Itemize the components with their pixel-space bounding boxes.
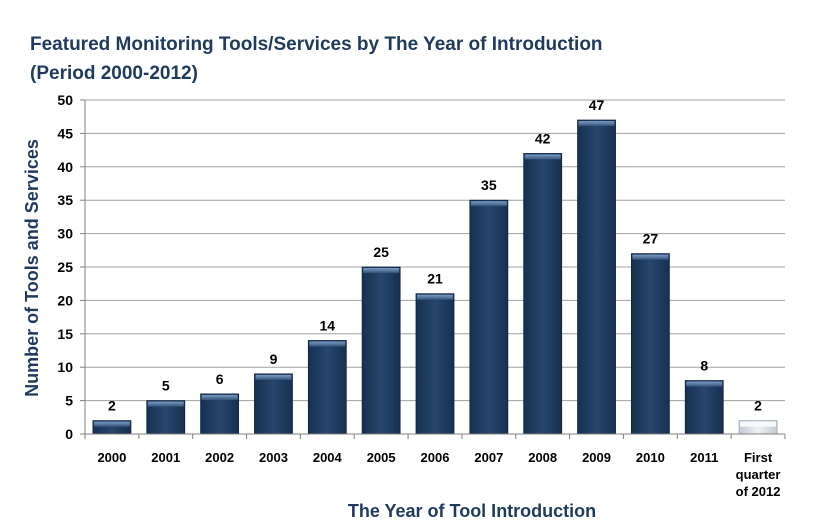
- bar: [200, 393, 240, 435]
- x-axis-ticks: 2000 2001 2002 2003 2004 2005 2006 2007 2008 2009…: [84, 434, 786, 499]
- x-tick-label: 2004: [313, 450, 343, 465]
- chart-title-line-1: Featured Monitoring Tools/Services by Th…: [30, 34, 603, 55]
- data-label: 47: [589, 97, 605, 113]
- bar-body: [577, 119, 616, 435]
- x-tick-label: First quarter of 2012: [736, 450, 781, 499]
- y-tick-label: 40: [57, 159, 73, 175]
- bar-bevel: [740, 421, 777, 427]
- bar-bevel: [93, 421, 130, 427]
- bar: [92, 420, 132, 435]
- bar-bevel: [470, 201, 507, 207]
- bar-bevel: [578, 121, 615, 127]
- bar-bevel: [417, 294, 453, 300]
- bar-bevel: [632, 254, 669, 260]
- bar-bevel: [309, 341, 346, 347]
- bar-bevel: [363, 268, 400, 273]
- x-tick-label: 2010: [636, 450, 665, 465]
- x-tick-label: 2003: [259, 450, 288, 465]
- bar-bevel: [686, 381, 723, 387]
- bar: [361, 266, 401, 435]
- bar: [146, 400, 186, 435]
- x-axis-label: The Year of Tool Introduction: [348, 501, 596, 521]
- x-tick-label: 2008: [528, 450, 557, 465]
- bar: [630, 253, 670, 435]
- bar-body: [523, 153, 563, 435]
- x-tick-label: 2000: [97, 450, 126, 465]
- x-tick-label: 2005: [367, 450, 396, 465]
- data-label: 2: [108, 398, 116, 414]
- x-tick-label: 2001: [151, 450, 180, 465]
- bar-body: [469, 199, 509, 435]
- bar-bevel: [201, 394, 238, 400]
- data-label: 14: [320, 317, 336, 333]
- bar-body: [200, 393, 240, 435]
- data-label: 5: [162, 378, 170, 394]
- bar: [577, 119, 616, 435]
- y-tick-label: 25: [57, 259, 73, 275]
- bar-body: [684, 380, 724, 435]
- bar-body: [630, 253, 670, 435]
- y-axis-ticks: 0 5 10 15 20 25 30 35 40 45 50: [57, 92, 85, 442]
- bar: [415, 293, 455, 435]
- y-tick-label: 30: [57, 226, 73, 242]
- data-label: 42: [535, 130, 551, 146]
- x-tick-label: 2009: [582, 450, 611, 465]
- data-label: 9: [270, 351, 278, 367]
- y-tick-label: 15: [57, 326, 73, 342]
- bar-body: [361, 266, 401, 435]
- bar-bevel: [147, 401, 184, 407]
- bar-body: [307, 340, 347, 435]
- data-label: 27: [643, 231, 659, 247]
- data-label: 6: [216, 371, 224, 387]
- y-tick-label: 20: [57, 292, 73, 308]
- x-tick-label: 2002: [205, 450, 234, 465]
- bar-bevel: [255, 374, 292, 380]
- bar: [254, 373, 293, 435]
- bar: [684, 380, 724, 435]
- data-label: 35: [481, 177, 497, 193]
- gridlines: [85, 99, 785, 402]
- chart-title-line-2: (Period 2000-2012): [30, 63, 198, 84]
- x-tick-label: 2006: [421, 450, 450, 465]
- y-axis-label: Number of Tools and Services: [22, 139, 42, 397]
- y-tick-label: 45: [57, 125, 73, 141]
- y-tick-label: 0: [65, 426, 73, 442]
- bar: [523, 153, 563, 435]
- data-label: 25: [373, 244, 389, 260]
- x-tick-label: 2011: [690, 450, 718, 465]
- data-label: 8: [700, 358, 708, 374]
- bar-body: [415, 293, 455, 435]
- y-tick-label: 10: [57, 359, 73, 375]
- y-tick-label: 50: [57, 92, 73, 108]
- data-label: 21: [427, 271, 443, 287]
- bar: [738, 420, 778, 435]
- x-tick-label: 2007: [474, 450, 503, 465]
- bar-bevel: [524, 154, 561, 160]
- bar-body: [254, 373, 293, 435]
- bar: [469, 199, 509, 435]
- bars: [92, 119, 778, 435]
- bar: [307, 340, 347, 435]
- data-label: 2: [754, 398, 762, 414]
- y-tick-label: 35: [57, 192, 73, 208]
- y-tick-label: 5: [65, 393, 73, 409]
